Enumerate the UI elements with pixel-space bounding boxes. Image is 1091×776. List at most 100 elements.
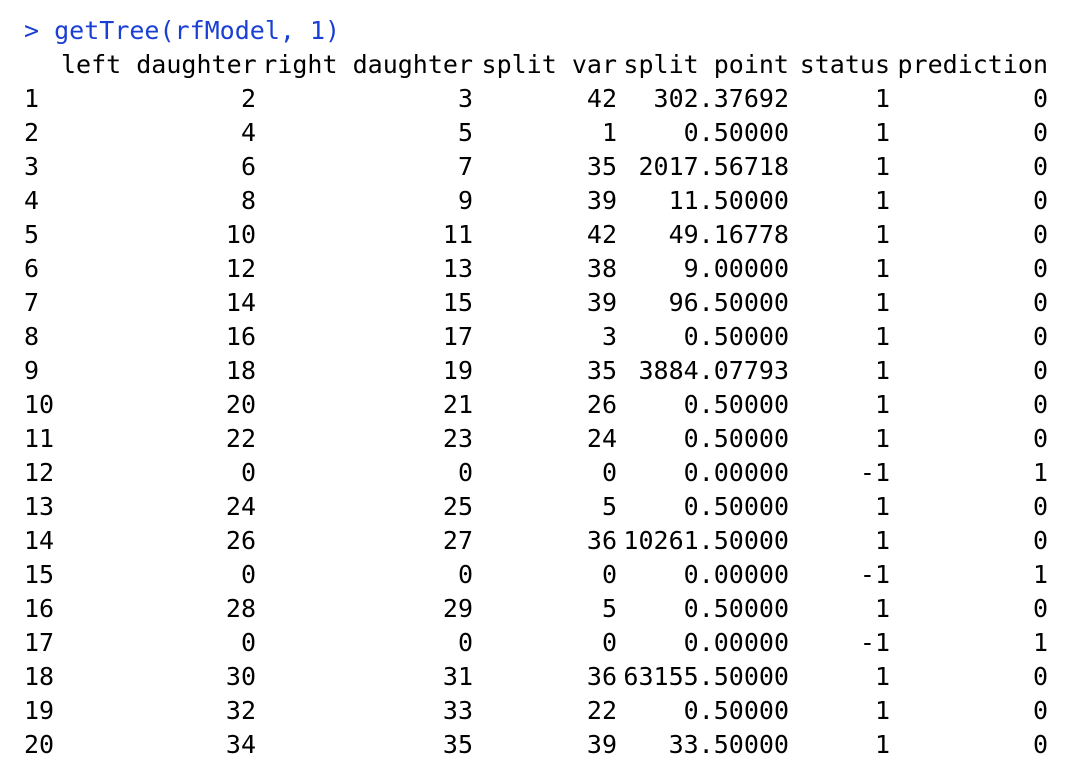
table-row: 17 0 0 0 0.00000 -1 1	[24, 626, 1048, 660]
command-line[interactable]: > getTree(rfModel, 1)	[24, 14, 1048, 48]
split-point-cell: 0.50000	[683, 492, 789, 521]
header-right-daughter: right daughter	[262, 50, 473, 79]
prediction-cell: 0	[1032, 424, 1048, 453]
table-row: 4 8 9 39 11.50000 1 0	[24, 184, 1048, 218]
split-point-cell: 0.00000	[683, 458, 789, 487]
row-index: 17	[24, 628, 55, 657]
left-daughter-cell: 30	[225, 662, 256, 691]
status-cell: 1	[874, 390, 890, 419]
status-cell: 1	[874, 186, 890, 215]
table-row: 6 12 13 38 9.00000 1 0	[24, 252, 1048, 286]
header-split-var: split var	[481, 50, 617, 79]
row-index: 13	[24, 492, 55, 521]
table-row: 11 22 23 24 0.50000 1 0	[24, 422, 1048, 456]
prediction-cell: 1	[1032, 560, 1048, 589]
status-cell: -1	[859, 560, 890, 589]
row-index: 10	[24, 390, 55, 419]
status-cell: 1	[874, 288, 890, 317]
right-daughter-cell: 5	[457, 118, 473, 147]
left-daughter-cell: 0	[240, 628, 256, 657]
prediction-cell: 0	[1032, 186, 1048, 215]
table-row: 1 2 3 42 302.37692 1 0	[24, 82, 1048, 116]
right-daughter-cell: 21	[442, 390, 473, 419]
prediction-cell: 0	[1032, 696, 1048, 725]
split-point-cell: 33.50000	[668, 730, 789, 759]
prediction-cell: 0	[1032, 492, 1048, 521]
right-daughter-cell: 19	[442, 356, 473, 385]
row-index: 18	[24, 662, 55, 691]
split-var-cell: 36	[586, 526, 617, 555]
split-var-cell: 0	[601, 560, 617, 589]
prediction-cell: 0	[1032, 390, 1048, 419]
right-daughter-cell: 27	[442, 526, 473, 555]
status-cell: 1	[874, 118, 890, 147]
status-cell: 1	[874, 322, 890, 351]
status-cell: 1	[874, 696, 890, 725]
status-cell: 1	[874, 492, 890, 521]
right-daughter-cell: 9	[457, 186, 473, 215]
right-daughter-cell: 33	[442, 696, 473, 725]
prediction-cell: 0	[1032, 322, 1048, 351]
left-daughter-cell: 2	[240, 84, 256, 113]
right-daughter-cell: 0	[457, 560, 473, 589]
left-daughter-cell: 4	[240, 118, 256, 147]
row-index: 19	[24, 696, 55, 725]
split-point-cell: 0.50000	[683, 424, 789, 453]
status-cell: -1	[859, 458, 890, 487]
right-daughter-cell: 11	[442, 220, 473, 249]
row-index: 15	[24, 560, 55, 589]
row-index: 1	[24, 84, 40, 113]
left-daughter-cell: 28	[225, 594, 256, 623]
prediction-cell: 0	[1032, 288, 1048, 317]
table-row: 16 28 29 5 0.50000 1 0	[24, 592, 1048, 626]
command-text: getTree(rfModel, 1)	[54, 16, 341, 45]
split-point-cell: 0.50000	[683, 696, 789, 725]
right-daughter-cell: 3	[457, 84, 473, 113]
split-var-cell: 36	[586, 662, 617, 691]
table-row: 13 24 25 5 0.50000 1 0	[24, 490, 1048, 524]
right-daughter-cell: 13	[442, 254, 473, 283]
split-point-cell: 3884.07793	[638, 356, 789, 385]
split-point-cell: 11.50000	[668, 186, 789, 215]
status-cell: 1	[874, 254, 890, 283]
table-row: 10 20 21 26 0.50000 1 0	[24, 388, 1048, 422]
row-index: 16	[24, 594, 55, 623]
left-daughter-cell: 26	[225, 526, 256, 555]
table-body: 1 2 3 42 302.37692 1 0 2 4 5 1 0.50000 1 0 3 6 7 35 2017.5…	[24, 82, 1048, 762]
split-point-cell: 0.00000	[683, 628, 789, 657]
prediction-cell: 0	[1032, 220, 1048, 249]
prediction-cell: 0	[1032, 152, 1048, 181]
prediction-cell: 0	[1032, 84, 1048, 113]
status-cell: -1	[859, 628, 890, 657]
left-daughter-cell: 0	[240, 458, 256, 487]
split-var-cell: 35	[586, 152, 617, 181]
status-cell: 1	[874, 594, 890, 623]
row-index: 6	[24, 254, 40, 283]
row-index: 3	[24, 152, 40, 181]
split-point-cell: 0.50000	[683, 390, 789, 419]
split-point-cell: 0.00000	[683, 560, 789, 589]
row-index: 12	[24, 458, 55, 487]
right-daughter-cell: 23	[442, 424, 473, 453]
status-cell: 1	[874, 84, 890, 113]
split-var-cell: 24	[586, 424, 617, 453]
table-row: 18 30 31 36 63155.50000 1 0	[24, 660, 1048, 694]
left-daughter-cell: 0	[240, 560, 256, 589]
split-point-cell: 0.50000	[683, 594, 789, 623]
header-split-point: split point	[623, 50, 789, 79]
header-prediction: prediction	[897, 50, 1048, 79]
right-daughter-cell: 0	[457, 628, 473, 657]
prediction-cell: 0	[1032, 730, 1048, 759]
left-daughter-cell: 16	[225, 322, 256, 351]
right-daughter-cell: 15	[442, 288, 473, 317]
table-row: 7 14 15 39 96.50000 1 0	[24, 286, 1048, 320]
left-daughter-cell: 10	[225, 220, 256, 249]
table-row: 20 34 35 39 33.50000 1 0	[24, 728, 1048, 762]
prediction-cell: 0	[1032, 662, 1048, 691]
split-var-cell: 42	[586, 220, 617, 249]
status-cell: 1	[874, 152, 890, 181]
table-row: 19 32 33 22 0.50000 1 0	[24, 694, 1048, 728]
left-daughter-cell: 8	[240, 186, 256, 215]
row-index: 8	[24, 322, 40, 351]
split-var-cell: 42	[586, 84, 617, 113]
